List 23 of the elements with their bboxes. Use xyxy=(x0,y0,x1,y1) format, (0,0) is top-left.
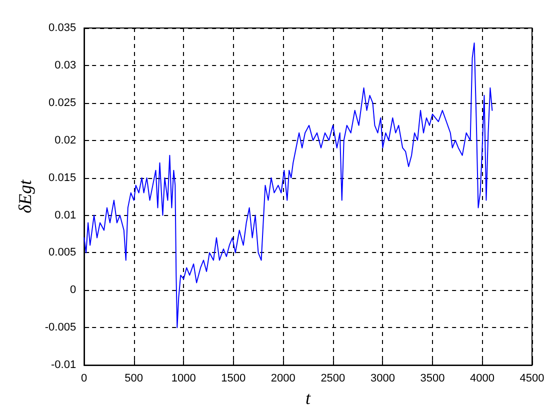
y-axis-title: δEgt xyxy=(15,178,35,214)
y-tick-label: 0.03 xyxy=(54,59,76,72)
x-tick-label: 500 xyxy=(124,372,144,385)
x-tick-label: 2000 xyxy=(270,372,296,385)
y-tick-label: 0.035 xyxy=(48,22,76,34)
x-tick-label: 4500 xyxy=(520,372,544,385)
y-tick-label: -0.005 xyxy=(44,322,76,334)
x-tick-label: 3500 xyxy=(420,372,445,385)
y-tick-label: 0 xyxy=(70,284,76,296)
x-tick-label: 4000 xyxy=(470,372,494,385)
y-tick-label: 0.01 xyxy=(54,209,76,222)
x-tick-label: 2500 xyxy=(320,372,346,385)
x-tick-label: 1000 xyxy=(171,372,196,385)
y-tick-label: 0.005 xyxy=(48,246,76,259)
y-tick-label: -0.01 xyxy=(51,359,76,372)
y-tick-label: 0.02 xyxy=(54,134,76,146)
y-tick-label: 0.025 xyxy=(48,96,76,109)
x-tick-label: 0 xyxy=(81,372,88,385)
y-tick-label: 0.015 xyxy=(48,172,76,184)
x-axis-title: t xyxy=(306,388,312,408)
line-series xyxy=(84,42,493,328)
x-tick-label: 1500 xyxy=(221,372,246,385)
x-tick-label: 3000 xyxy=(370,372,395,385)
